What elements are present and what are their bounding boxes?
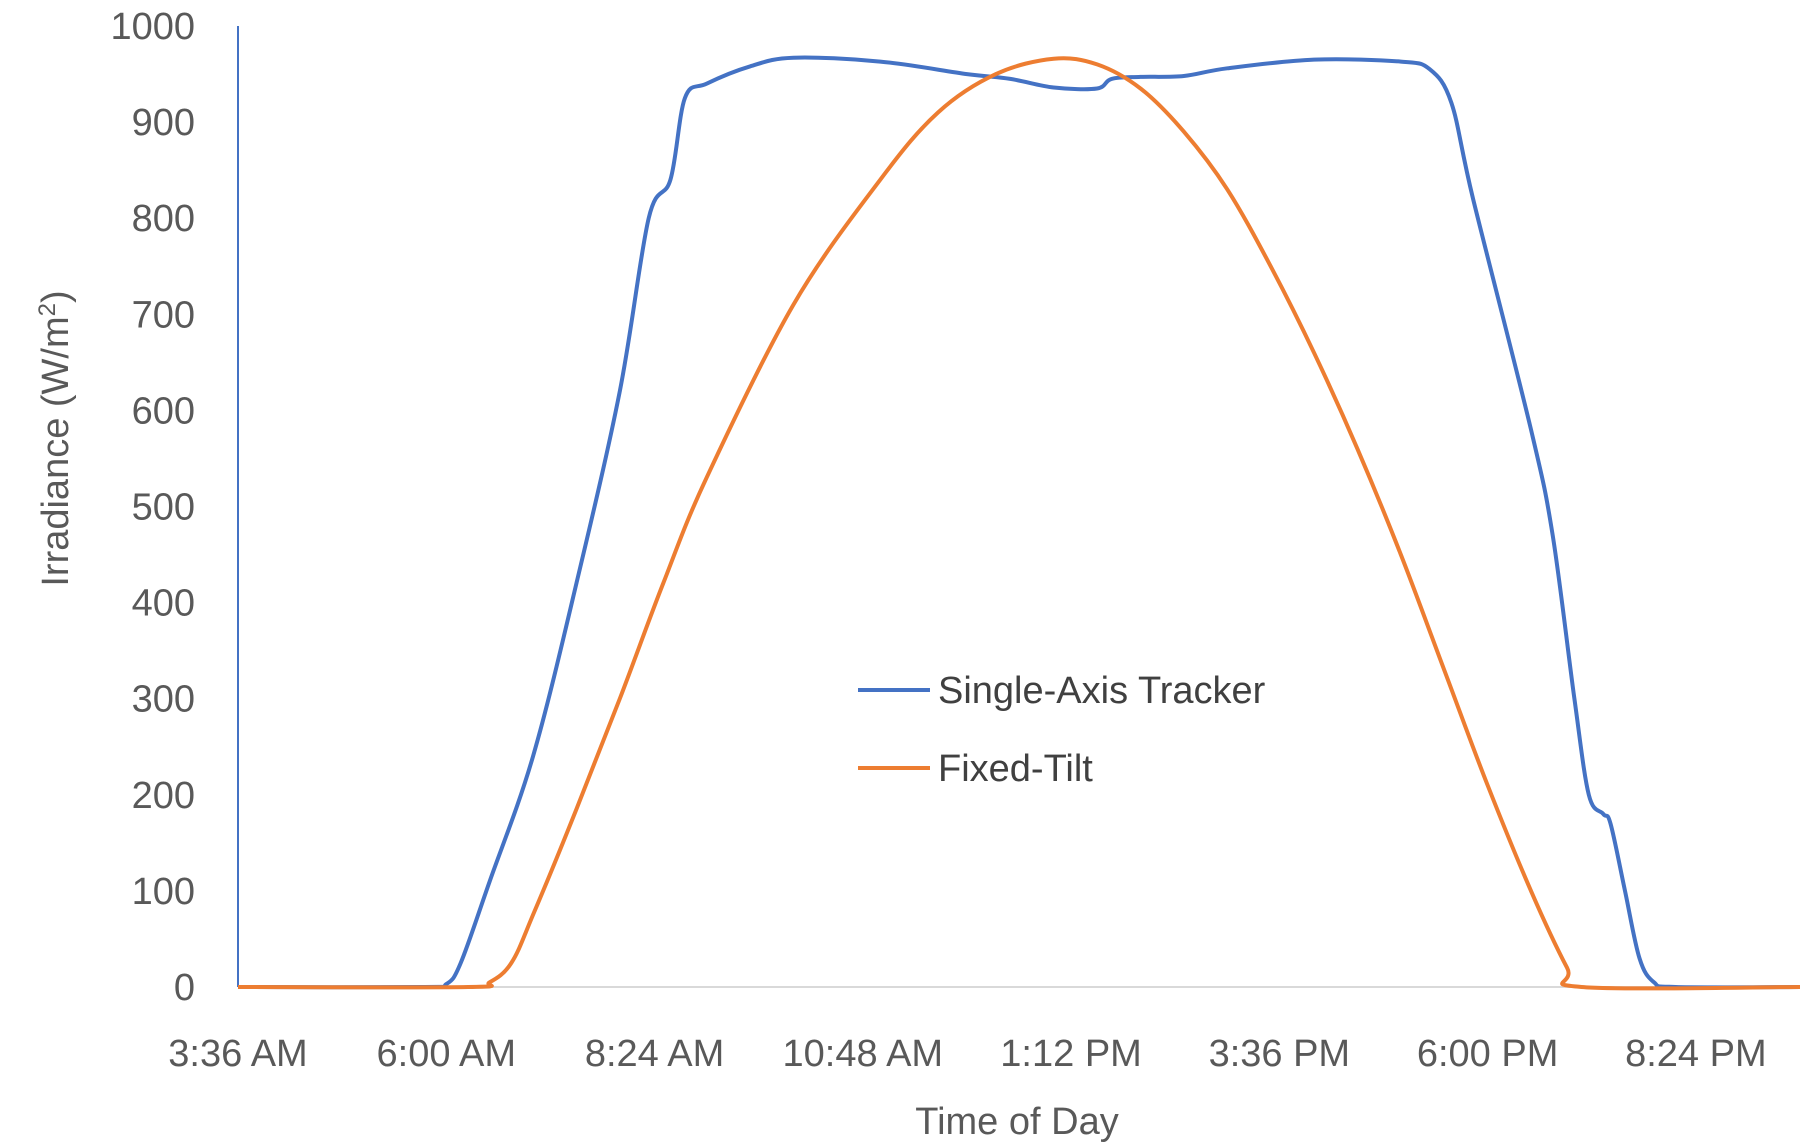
- y-tick-label: 200: [132, 775, 195, 817]
- x-tick-label: 6:00 PM: [1417, 1033, 1559, 1075]
- y-tick-label: 100: [132, 871, 195, 913]
- series-line-single-axis-tracker: [237, 55, 1801, 990]
- y-tick-label: 900: [132, 102, 195, 144]
- y-tick-labels: 0 100 200 300 400 500 600 700 800 900 1000: [110, 6, 195, 1009]
- plot-axes: [237, 26, 1800, 988]
- y-tick-label: 700: [132, 294, 195, 336]
- x-axis-title: Time of Day: [915, 1101, 1118, 1143]
- y-tick-label: 1000: [110, 6, 195, 48]
- series-line-fixed-tilt: [237, 56, 1801, 991]
- x-tick-label: 10:48 AM: [783, 1033, 944, 1075]
- series-lines: [237, 55, 1801, 991]
- x-tick-label: 3:36 AM: [168, 1033, 307, 1075]
- y-tick-label: 600: [132, 390, 195, 432]
- y-axis-title-superscript: 2: [34, 303, 61, 316]
- y-tick-label: 800: [132, 198, 195, 240]
- y-tick-label: 500: [132, 487, 195, 529]
- y-axis-title-main: Irradiance (W/m: [35, 316, 77, 586]
- legend: Single-Axis Tracker Fixed-Tilt: [858, 670, 1266, 790]
- y-tick-label: 300: [132, 679, 195, 721]
- legend-label-fixed-tilt: Fixed-Tilt: [938, 748, 1093, 790]
- x-tick-label: 8:24 PM: [1625, 1033, 1767, 1075]
- x-tick-label: 3:36 PM: [1209, 1033, 1351, 1075]
- y-axis-title-close: ): [35, 290, 77, 303]
- x-tick-label: 6:00 AM: [377, 1033, 516, 1075]
- y-axis-title: Irradiance (W/m2): [34, 290, 78, 586]
- y-tick-label: 0: [174, 967, 195, 1009]
- x-tick-label: 1:12 PM: [1000, 1033, 1142, 1075]
- y-tick-label: 400: [132, 583, 195, 625]
- legend-label-single-axis-tracker: Single-Axis Tracker: [938, 670, 1266, 712]
- x-tick-labels: 3:36 AM 6:00 AM 8:24 AM 10:48 AM 1:12 PM 3:36…: [168, 1033, 1766, 1075]
- x-tick-label: 8:24 AM: [585, 1033, 724, 1075]
